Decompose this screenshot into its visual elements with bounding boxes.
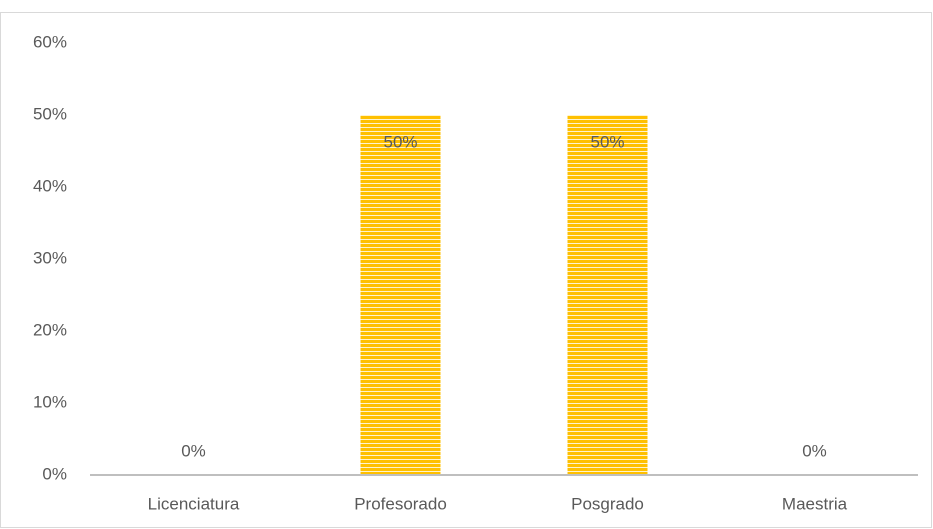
x-tick-label: Posgrado: [571, 494, 644, 513]
y-tick-label: 30%: [33, 248, 67, 267]
chart-border: [0, 12, 932, 528]
bar: [567, 115, 648, 475]
y-tick-label: 60%: [33, 32, 67, 51]
bar: [360, 115, 441, 475]
y-tick-label: 10%: [33, 392, 67, 411]
data-label: 0%: [802, 441, 827, 460]
x-tick-label: Licenciatura: [148, 494, 240, 513]
y-tick-label: 20%: [33, 320, 67, 339]
y-tick-label: 50%: [33, 104, 67, 123]
y-tick-label: 0%: [42, 464, 67, 483]
data-label: 50%: [383, 132, 417, 151]
y-tick-label: 40%: [33, 176, 67, 195]
x-tick-label: Maestria: [782, 494, 848, 513]
data-label: 50%: [590, 132, 624, 151]
x-tick-label: Profesorado: [354, 494, 447, 513]
data-label: 0%: [181, 441, 206, 460]
